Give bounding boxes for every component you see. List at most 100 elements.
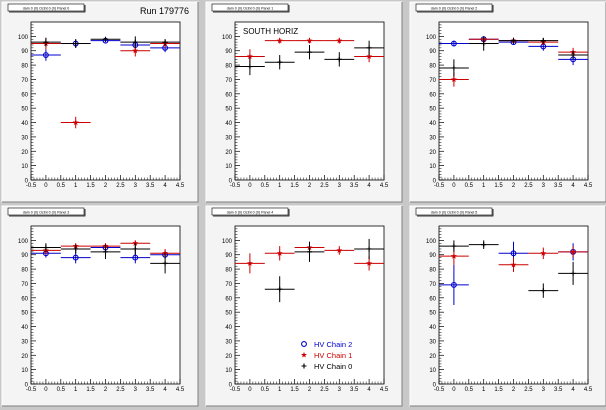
- y-tick-label: 30: [225, 339, 232, 345]
- x-tick-label: 3: [338, 183, 342, 189]
- y-tick-label: 10: [225, 368, 232, 374]
- y-tick-label: 0: [433, 179, 437, 185]
- cross-marker: [132, 39, 138, 45]
- y-tick-label: 40: [225, 325, 232, 331]
- data-point: [439, 59, 469, 77]
- circle-marker: [450, 281, 457, 288]
- x-tick-label: 0.5: [465, 183, 474, 189]
- panel-5: dam 0 (0) Octnt 0 (0) Panel 501020304050…: [409, 205, 606, 407]
- star-marker: [306, 37, 313, 44]
- cross-marker: [43, 245, 49, 251]
- x-tick-label: 1.5: [290, 387, 299, 393]
- star-marker: [450, 76, 457, 83]
- data-point: [528, 247, 559, 260]
- x-tick-label: 3: [134, 183, 138, 189]
- y-tick-label: 0: [433, 383, 437, 389]
- x-tick-label: 3.5: [554, 183, 563, 189]
- y-tick-label: 0: [25, 179, 29, 185]
- data-point: [498, 257, 529, 272]
- pad-title-box: [7, 3, 85, 12]
- y-tick-label: 70: [225, 78, 232, 84]
- pad-title-shadow: [9, 209, 86, 217]
- y-tick-label: 60: [21, 92, 28, 98]
- y-axis: 0 10 20 30 40 50 60 70 80 90 100: [426, 24, 444, 185]
- y-tick-label: 80: [225, 64, 232, 70]
- data-point: [498, 37, 529, 44]
- y-tick-label: 50: [429, 311, 436, 317]
- y-tick-label: 90: [429, 49, 436, 55]
- cross-marker: [481, 41, 487, 47]
- data-point: [324, 52, 355, 67]
- x-tick-label: 4: [163, 183, 167, 189]
- y-tick-label: 60: [429, 92, 436, 98]
- x-tick-label: 0: [248, 387, 252, 393]
- x-tick-label: 3.5: [554, 387, 563, 393]
- x-tick-label: 3.5: [146, 387, 155, 393]
- x-tick-label: 1: [278, 183, 282, 189]
- star-marker: [246, 53, 253, 60]
- data-point: [294, 37, 325, 44]
- x-tick-label: 2.5: [320, 183, 329, 189]
- x-tick-label: 4: [367, 183, 371, 189]
- panel-2: dam 0 (0) Octnt 0 (0) Panel 201020304050…: [409, 1, 606, 203]
- legend-entry: HV Chain 2: [301, 340, 352, 349]
- pad-title-shadow: [417, 209, 494, 217]
- data-point: [354, 238, 384, 260]
- star-marker: [276, 37, 283, 44]
- circle-marker: [450, 40, 457, 47]
- y-tick-label: 90: [225, 253, 232, 259]
- series-2: [439, 36, 588, 77]
- y-tick-label: 100: [18, 239, 29, 245]
- data-point: [235, 57, 265, 76]
- y-tick-label: 30: [429, 339, 436, 345]
- y-tick-label: 20: [21, 354, 28, 360]
- cross-marker: [103, 36, 108, 42]
- pad-title-box: [211, 3, 289, 12]
- pad-title: dam 0 (0) Octnt 0 (0) Panel 5: [415, 207, 494, 217]
- pad-title: dam 0 (0) Octnt 0 (0) Panel 1: [211, 3, 290, 13]
- x-axis: -0.5 0 0.5 1 1.5 2 2.5 3 3.5 4 4.5: [230, 175, 389, 189]
- x-tick-label: 0: [248, 183, 252, 189]
- cross-marker: [307, 249, 312, 255]
- star-marker: [540, 250, 547, 256]
- data-point: [294, 241, 325, 262]
- data-point: [324, 37, 355, 44]
- cross-marker: [336, 56, 342, 62]
- cross-marker: [481, 242, 487, 248]
- y-tick-label: 70: [429, 282, 436, 288]
- legend-star-marker: [300, 351, 308, 358]
- circle-marker: [42, 52, 49, 58]
- data-point: [468, 36, 499, 51]
- x-tick-label: 4.5: [380, 183, 389, 189]
- x-tick-label: 1.5: [290, 183, 299, 189]
- panel-3: dam 0 (0) Octnt 0 (0) Panel 301020304050…: [1, 205, 199, 407]
- y-axis: 0 10 20 30 40 50 60 70 80 90 100: [18, 228, 36, 389]
- data-point: [354, 40, 384, 56]
- data-point: [120, 243, 151, 255]
- x-tick-label: 0: [44, 387, 48, 393]
- data-point: [60, 39, 91, 48]
- y-tick-label: 10: [429, 368, 436, 374]
- x-tick-label: -0.5: [434, 183, 445, 189]
- pad-title-text: dam 0 (0) Octnt 0 (0) Panel 4: [227, 211, 274, 215]
- y-tick-label: 20: [225, 354, 232, 360]
- star-marker: [570, 248, 577, 255]
- y-axis: 0 10 20 30 40 50 60 70 80 90 100: [222, 228, 240, 389]
- y-tick-label: 50: [21, 311, 28, 317]
- x-tick-label: 4: [571, 387, 575, 393]
- cross-marker: [307, 49, 312, 55]
- star-marker: [366, 260, 373, 266]
- star-marker: [336, 37, 343, 44]
- x-tick-label: 0: [452, 387, 456, 393]
- y-tick-label: 30: [429, 135, 436, 141]
- x-tick-label: 4.5: [584, 387, 593, 393]
- pad-title-box: [211, 207, 289, 216]
- pad-title-text: dam 0 (0) Octnt 0 (0) Panel 5: [431, 211, 478, 215]
- y-tick-label: 50: [21, 107, 28, 113]
- x-tick-label: 1.5: [494, 387, 503, 393]
- cross-marker: [451, 243, 457, 249]
- cross-marker: [540, 288, 546, 294]
- star-marker: [450, 252, 457, 259]
- x-tick-label: -0.5: [230, 183, 241, 189]
